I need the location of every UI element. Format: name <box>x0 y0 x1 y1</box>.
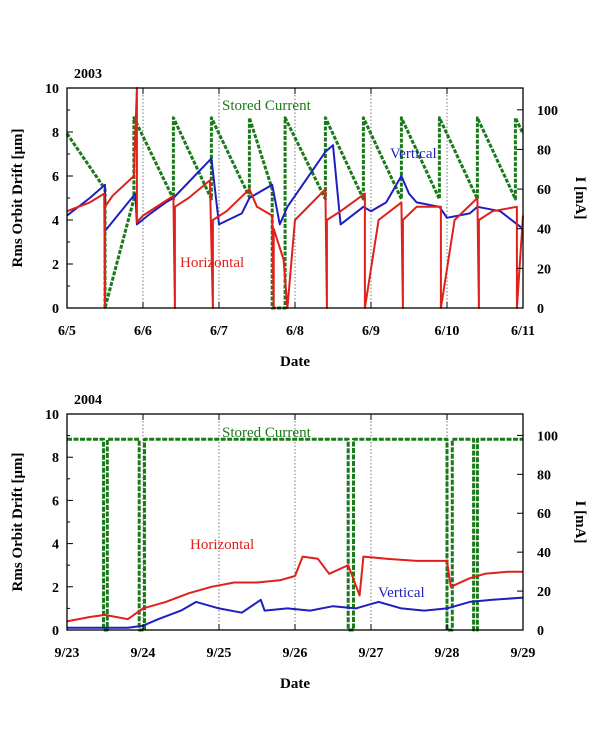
x-tick-label: 9/26 <box>283 646 308 661</box>
series-annotation-horizontal: Horizontal <box>190 537 254 553</box>
series-annotation-vertical: Vertical <box>378 585 425 601</box>
y-tick-label: 6 <box>52 494 59 509</box>
y-tick-label: 4 <box>52 214 59 229</box>
x-tick-label: 6/11 <box>511 324 535 339</box>
x-tick-label: 6/7 <box>210 324 228 339</box>
y-axis-label: Rms Orbit Drift [μm] <box>10 453 26 592</box>
y-tick-label: 10 <box>45 82 59 97</box>
series-annotation-vertical: Vertical <box>390 146 437 162</box>
series-line-horizontal <box>66 555 523 623</box>
y-tick-label: 8 <box>52 126 59 141</box>
y-tick-label: 2 <box>52 581 59 596</box>
y-tick-label: 8 <box>52 451 59 466</box>
y2-tick-label: 0 <box>537 302 544 317</box>
y2-tick-label: 20 <box>537 262 551 277</box>
chart-title: 2004 <box>74 393 102 408</box>
y-tick-label: 2 <box>52 258 59 273</box>
series-line-stored-current <box>65 116 525 310</box>
x-tick-label: 9/23 <box>55 646 80 661</box>
series-line-vertical <box>67 596 524 629</box>
y2-tick-label: 100 <box>537 429 558 444</box>
x-tick-label: 9/24 <box>131 646 156 661</box>
y2-tick-label: 0 <box>537 624 544 639</box>
x-tick-label: 9/29 <box>511 646 536 661</box>
y-tick-label: 6 <box>52 170 59 185</box>
y2-tick-label: 80 <box>537 143 551 158</box>
series-line-horizontal <box>66 87 524 309</box>
x-tick-label: 6/5 <box>58 324 76 339</box>
x-tick-label: 6/9 <box>362 324 380 339</box>
x-tick-label: 9/25 <box>207 646 232 661</box>
series-annotation-horizontal: Horizontal <box>180 255 244 271</box>
y2-tick-label: 40 <box>537 223 551 238</box>
y2-tick-label: 80 <box>537 468 551 483</box>
y2-tick-label: 60 <box>537 183 551 198</box>
y2-tick-label: 100 <box>537 104 558 119</box>
x-axis-label: Date <box>280 676 310 692</box>
y2-axis-label: I [mA] <box>572 177 588 220</box>
x-tick-label: 6/10 <box>435 324 460 339</box>
y-tick-label: 4 <box>52 538 59 553</box>
x-tick-label: 9/27 <box>359 646 384 661</box>
y2-tick-label: 40 <box>537 546 551 561</box>
y2-axis-label: I [mA] <box>572 501 588 544</box>
x-tick-label: 9/28 <box>435 646 460 661</box>
x-tick-label: 6/8 <box>286 324 304 339</box>
y2-tick-label: 60 <box>537 507 551 522</box>
y2-tick-label: 20 <box>537 585 551 600</box>
series-annotation-stored-current: Stored Current <box>222 425 312 441</box>
series-annotation-stored-current: Stored Current <box>222 98 312 114</box>
chart-title: 2003 <box>74 67 102 82</box>
x-axis-label: Date <box>280 354 310 370</box>
y-tick-label: 0 <box>52 302 59 317</box>
x-tick-label: 6/6 <box>134 324 152 339</box>
y-tick-label: 0 <box>52 624 59 639</box>
y-axis-label: Rms Orbit Drift [μm] <box>10 129 26 268</box>
y-tick-label: 10 <box>45 408 59 423</box>
